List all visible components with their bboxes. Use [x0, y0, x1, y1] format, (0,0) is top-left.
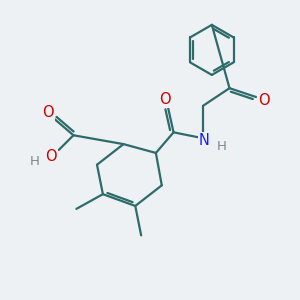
Text: H: H: [30, 155, 40, 168]
Text: O: O: [43, 105, 54, 120]
Text: O: O: [160, 92, 171, 107]
Text: O: O: [46, 149, 57, 164]
Text: H: H: [217, 140, 227, 153]
Text: O: O: [258, 93, 270, 108]
Text: N: N: [199, 133, 210, 148]
